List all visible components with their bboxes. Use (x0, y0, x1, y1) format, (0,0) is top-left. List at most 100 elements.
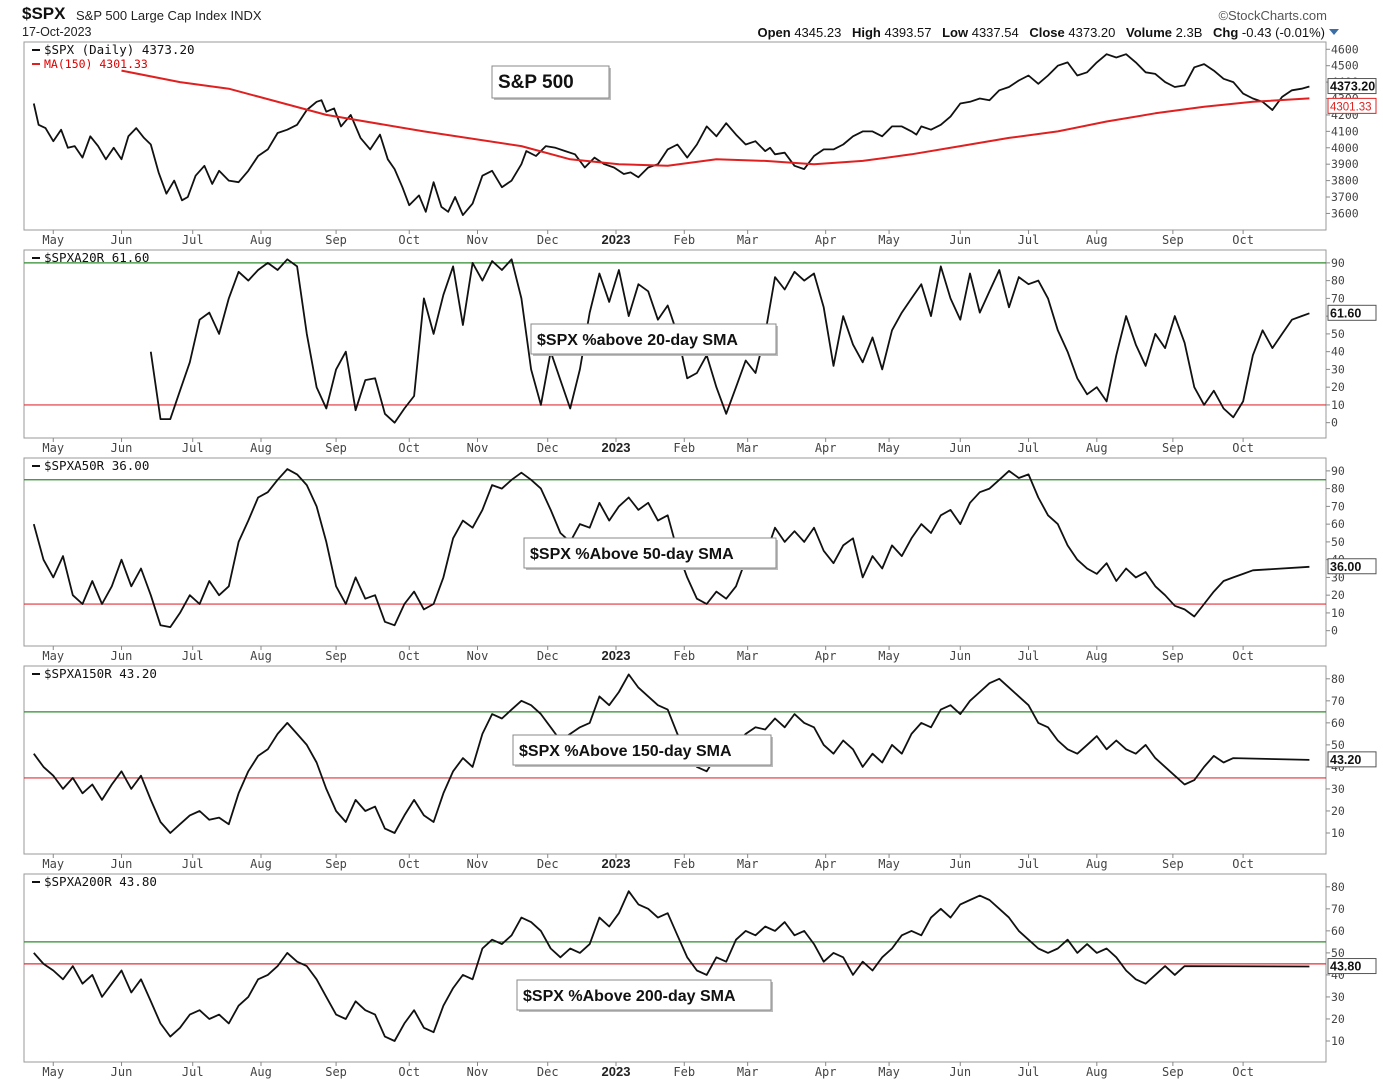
last-value-label: 4301.33 (1330, 101, 1372, 113)
x-tick-label: Sep (325, 441, 347, 455)
x-tick-label: May (878, 857, 900, 871)
x-tick-label: Feb (673, 233, 695, 247)
y-tick-label: 4600 (1331, 42, 1359, 56)
quote-close-label: Close (1029, 25, 1065, 40)
y-tick-label: 3900 (1331, 157, 1359, 171)
x-tick-label: Jun (111, 649, 133, 663)
y-tick-label: 3700 (1331, 190, 1359, 204)
series-line (149, 258, 1310, 424)
y-tick-label: 10 (1331, 606, 1345, 620)
x-tick-label: 2023 (602, 232, 631, 247)
quote-volume-value: 2.3B (1175, 25, 1203, 40)
y-tick-label: 4000 (1331, 141, 1359, 155)
x-tick-label: Apr (815, 857, 837, 871)
x-tick-label: Jun (111, 441, 133, 455)
legend-label: $SPXA150R 43.20 (44, 666, 157, 681)
y-tick-label: 70 (1331, 499, 1345, 513)
x-tick-label: Feb (673, 1065, 695, 1079)
x-tick-label: Jul (1018, 649, 1040, 663)
x-tick-label: May (878, 233, 900, 247)
y-tick-label: 20 (1331, 804, 1345, 818)
series-line (32, 468, 1310, 628)
last-value-box (1327, 304, 1377, 321)
x-tick-label: Sep (1162, 233, 1184, 247)
x-tick-label: 2023 (602, 440, 631, 455)
x-tick-label: May (878, 441, 900, 455)
x-tick-label: Jul (1018, 233, 1040, 247)
y-tick-label: 20 (1331, 380, 1345, 394)
x-tick-label: Aug (1086, 233, 1108, 247)
x-tick-label: May (878, 649, 900, 663)
x-tick-label: Dec (537, 233, 559, 247)
legend-label: $SPXA50R 36.00 (44, 458, 149, 473)
y-tick-label: 30 (1331, 782, 1345, 796)
annotation-label: $SPX %Above 50-day SMA (530, 546, 734, 563)
x-tick-label: Dec (537, 1065, 559, 1079)
x-tick-label: Jul (1018, 441, 1040, 455)
x-tick-label: Sep (1162, 1065, 1184, 1079)
x-tick-label: Jul (182, 1065, 204, 1079)
y-tick-label: 50 (1331, 535, 1345, 549)
annotation-box (523, 537, 777, 569)
annotation-box (491, 65, 610, 99)
x-tick-label: May (42, 649, 64, 663)
x-tick-label: Jun (111, 857, 133, 871)
x-tick-label: Sep (1162, 441, 1184, 455)
legend-label: $SPXA20R 61.60 (44, 250, 149, 265)
last-value-box (1327, 958, 1377, 975)
x-tick-label: Jun (111, 233, 133, 247)
last-value-label: 61.60 (1330, 306, 1361, 320)
x-tick-label: Oct (1232, 441, 1254, 455)
x-tick-label: Jul (182, 233, 204, 247)
x-tick-label: Mar (737, 233, 759, 247)
panel-a200: May Jun Jul Aug Sep Oct Nov Dec 2023 Feb Mar Apr May… (23, 873, 1377, 1079)
x-tick-label: May (42, 233, 64, 247)
panel-a50: May Jun Jul Aug Sep Oct Nov Dec 2023 Feb Mar Apr May… (23, 457, 1377, 663)
last-value-box (1327, 97, 1377, 114)
chevron-down-icon[interactable] (1329, 29, 1339, 35)
y-tick-label: 70 (1331, 902, 1345, 916)
x-tick-label: Mar (737, 1065, 759, 1079)
x-tick-label: Mar (737, 649, 759, 663)
ma-line (121, 69, 1310, 167)
y-tick-label: 90 (1331, 464, 1345, 478)
y-tick-label: 60 (1331, 716, 1345, 730)
y-tick-label: 50 (1331, 946, 1345, 960)
chart-date: 17-Oct-2023 (22, 25, 92, 39)
legend-label: MA(150) 4301.33 (44, 57, 148, 71)
x-tick-label: Mar (737, 857, 759, 871)
y-tick-label: 80 (1331, 672, 1345, 686)
series-line (33, 890, 1310, 1042)
last-value-box (1327, 558, 1377, 575)
quote-chg-label: Chg (1213, 25, 1239, 40)
x-tick-label: May (42, 441, 64, 455)
y-tick-label: 30 (1331, 362, 1345, 376)
y-tick-label: 70 (1331, 291, 1345, 305)
x-tick-label: Jun (949, 649, 971, 663)
x-tick-label: Nov (467, 649, 489, 663)
annotation-label: S&P 500 (498, 72, 574, 93)
brand-label: ©StockCharts.com (1218, 8, 1327, 23)
quote-high-label: High (851, 25, 881, 40)
x-tick-label: Nov (467, 441, 489, 455)
y-tick-label: 10 (1331, 1034, 1345, 1048)
x-tick-label: Aug (250, 441, 272, 455)
x-tick-label: Jul (182, 857, 204, 871)
x-tick-label: 2023 (602, 1064, 631, 1079)
x-tick-label: Jul (182, 441, 204, 455)
panel-a20: May Jun Jul Aug Sep Oct Nov Dec 2023 Feb Mar Apr May… (23, 249, 1377, 455)
last-value-label: 43.20 (1330, 753, 1361, 767)
x-tick-label: Aug (250, 649, 272, 663)
x-tick-label: Nov (467, 233, 489, 247)
quote-open-value: 4345.23 (794, 25, 842, 40)
x-tick-label: 2023 (602, 856, 631, 871)
quote-low-label: Low (942, 25, 969, 40)
y-tick-label: 70 (1331, 694, 1345, 708)
x-tick-label: Aug (250, 233, 272, 247)
x-tick-label: Dec (537, 441, 559, 455)
annotation-label: $SPX %above 20-day SMA (537, 332, 738, 349)
x-tick-label: Jun (949, 857, 971, 871)
x-tick-label: May (878, 1065, 900, 1079)
quote-low-value: 4337.54 (971, 25, 1019, 40)
